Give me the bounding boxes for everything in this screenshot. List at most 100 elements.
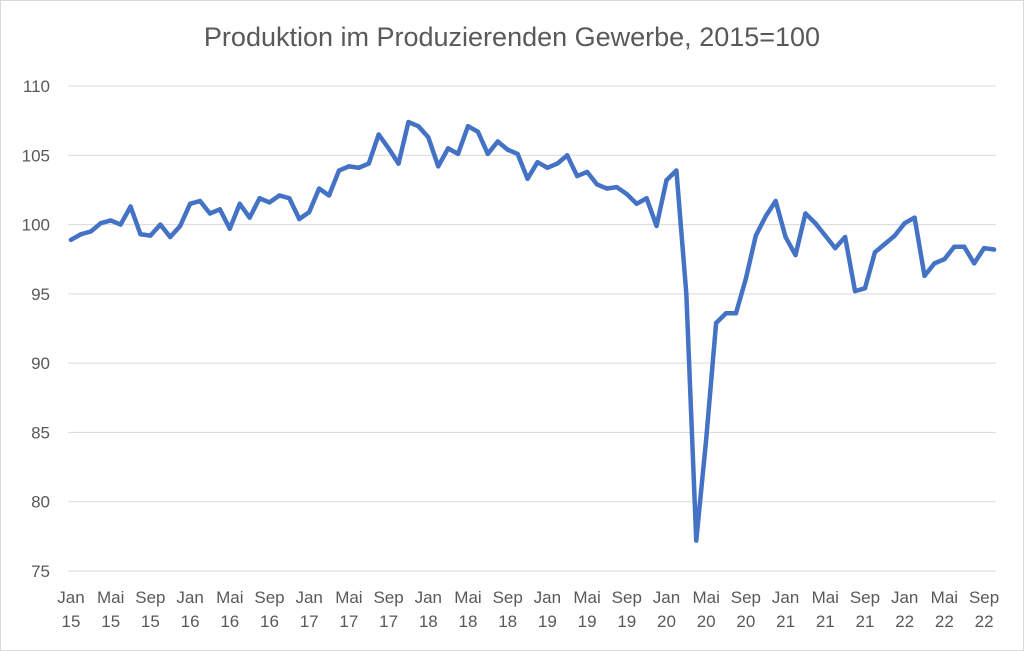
data-point (525, 176, 530, 182)
data-point (723, 311, 729, 316)
x-tick-label-year: 22 (935, 612, 954, 631)
data-point (634, 201, 639, 206)
data-point (138, 232, 143, 237)
x-tick-label-month: Mai (97, 588, 124, 607)
data-point (872, 250, 878, 255)
y-tick-label: 100 (22, 216, 50, 235)
x-tick-label-year: 20 (736, 612, 755, 631)
series-line (68, 119, 997, 543)
data-point (555, 161, 560, 166)
x-tick-label-month: Mai (454, 588, 481, 607)
x-tick-label-year: 15 (101, 612, 120, 631)
y-tick-label: 95 (31, 285, 50, 304)
data-point (78, 232, 84, 237)
data-point (217, 207, 223, 212)
x-tick-label-year: 17 (300, 612, 319, 631)
data-point (694, 538, 699, 543)
data-point (237, 201, 242, 206)
data-point (177, 223, 183, 229)
data-point (574, 173, 580, 179)
x-tick-label-year: 19 (538, 612, 557, 631)
data-point (336, 168, 342, 173)
data-point (247, 215, 252, 220)
data-point (535, 160, 540, 165)
data-point (88, 229, 94, 234)
data-point (713, 320, 719, 326)
data-point (366, 161, 371, 166)
data-point (733, 311, 739, 316)
data-point (416, 123, 421, 129)
data-point (654, 223, 659, 229)
x-tick-label-year: 16 (181, 612, 200, 631)
data-point (882, 241, 888, 247)
x-tick-label-year: 17 (379, 612, 398, 631)
x-tick-label-month: Jan (891, 588, 918, 607)
x-axis-tick-labels: Jan 15 Mai 15 Sep 15 Jan 16 Mai 16 Sep 16 Jan 17 Mai 17… (57, 588, 999, 631)
x-tick-label-month: Mai (812, 588, 839, 607)
data-point (465, 123, 471, 129)
data-point (565, 153, 570, 158)
y-tick-label: 80 (31, 493, 50, 512)
data-point (624, 191, 629, 197)
data-point (376, 132, 381, 137)
data-point (316, 186, 322, 191)
data-point (168, 234, 173, 240)
data-point (674, 168, 679, 173)
data-point (475, 129, 481, 134)
x-tick-label-month: Sep (493, 588, 523, 607)
x-tick-label-year: 18 (498, 612, 517, 631)
data-point (594, 182, 600, 187)
data-point (981, 245, 987, 251)
data-point (833, 245, 838, 251)
gridlines (68, 85, 996, 572)
x-tick-label-month: Jan (176, 588, 203, 607)
data-point (813, 220, 818, 226)
data-point (68, 237, 74, 243)
x-tick-label-month: Sep (731, 588, 761, 607)
data-point (158, 222, 163, 227)
data-point (386, 146, 391, 151)
data-point (287, 196, 292, 201)
data-point (604, 186, 610, 191)
data-point (426, 135, 431, 140)
x-tick-label-month: Sep (850, 588, 880, 607)
x-tick-label-year: 17 (339, 612, 358, 631)
data-point (207, 211, 213, 216)
data-point (436, 164, 441, 169)
chart-title: Produktion im Produzierenden Gewerbe, 20… (203, 22, 821, 52)
data-point (515, 151, 520, 157)
data-point (644, 196, 649, 201)
data-point (743, 276, 749, 281)
data-point (952, 244, 957, 249)
x-tick-label-month: Jan (534, 588, 561, 607)
x-tick-label-month: Mai (335, 588, 362, 607)
y-tick-label: 105 (22, 146, 50, 165)
data-point (852, 288, 858, 294)
data-point (406, 119, 411, 125)
data-point (505, 147, 510, 152)
data-point (793, 252, 798, 258)
x-tick-label-year: 20 (657, 612, 676, 631)
data-point (614, 184, 620, 190)
data-point (902, 220, 907, 226)
data-point (495, 139, 500, 144)
data-point (485, 151, 491, 157)
x-tick-label-month: Mai (692, 588, 719, 607)
x-tick-label-month: Jan (772, 588, 799, 607)
data-point (297, 216, 302, 222)
data-point (664, 178, 669, 183)
y-tick-label: 90 (31, 354, 50, 373)
x-tick-label-month: Sep (135, 588, 165, 607)
x-tick-label-year: 21 (816, 612, 835, 631)
x-tick-label-month: Mai (573, 588, 600, 607)
y-tick-label: 110 (23, 77, 50, 96)
x-tick-label-month: Jan (653, 588, 680, 607)
x-tick-label-month: Mai (216, 588, 243, 607)
x-tick-label-year: 16 (260, 612, 279, 631)
x-tick-label-month: Mai (931, 588, 958, 607)
data-point (108, 218, 113, 223)
x-tick-label-year: 19 (617, 612, 636, 631)
data-point (118, 222, 123, 227)
data-point (455, 151, 461, 157)
